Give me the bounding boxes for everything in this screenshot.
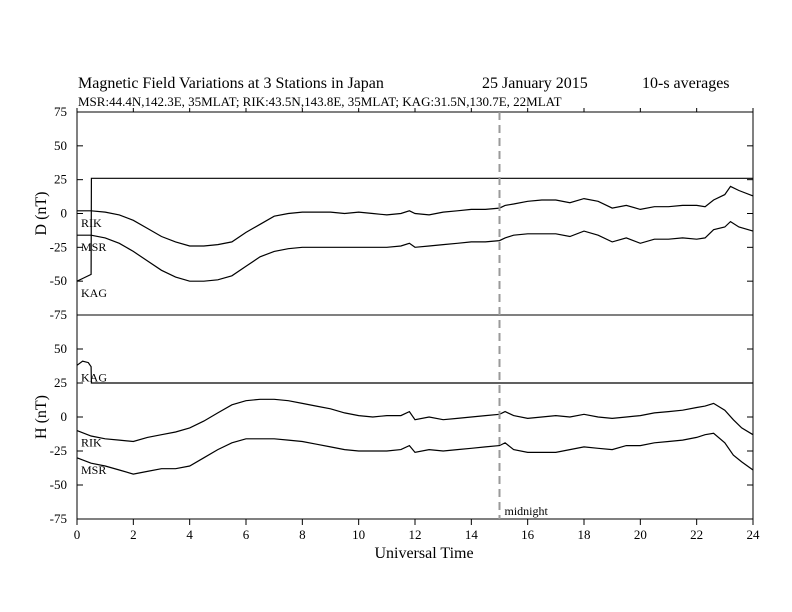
series-kag-line [76, 360, 753, 384]
series-kag-label: KAG [81, 286, 107, 300]
series-msr-label: MSR [81, 240, 106, 254]
y-tick-label: 25 [54, 172, 67, 187]
x-tick-label: 16 [521, 527, 535, 542]
y-tick-label: -75 [50, 307, 67, 322]
y-tick-label: 0 [61, 409, 68, 424]
series-kag-label: KAG [81, 370, 107, 384]
series-rik-line [76, 398, 754, 443]
x-tick-label: 14 [465, 527, 479, 542]
x-tick-label: 22 [690, 527, 703, 542]
x-tick-label: 10 [352, 527, 365, 542]
series-msr-line [77, 220, 754, 282]
x-tick-label: 12 [409, 527, 422, 542]
series-rik-line [77, 185, 754, 247]
y-tick-label: -75 [50, 511, 67, 526]
x-axis-label: Universal Time [374, 545, 473, 562]
x-tick-label: 18 [578, 527, 591, 542]
chart-averaging: 10-s averages [642, 75, 730, 92]
x-tick-label: 20 [634, 527, 647, 542]
chart-title: Magnetic Field Variations at 3 Stations … [78, 75, 384, 92]
y-tick-label: -25 [50, 443, 67, 458]
x-tick-label: 2 [130, 527, 137, 542]
midnight-label: midnight [505, 504, 549, 518]
chart-date: 25 January 2015 [482, 75, 588, 92]
x-tick-label: 8 [299, 527, 306, 542]
plot-area: 75 50 25 0 -25 -50 -75 D (nT) RIK MSR KAG 50 25 0 -25 -… [33, 104, 760, 542]
y-tick-label: 75 [54, 104, 67, 119]
y-axis-label: H (nT) [33, 395, 50, 439]
panel-frame [76, 314, 754, 520]
y-axis-label: D (nT) [33, 192, 50, 236]
series-msr-label: MSR [81, 463, 106, 477]
series-msr-line [76, 432, 754, 475]
y-tick-label: -50 [50, 477, 67, 492]
x-tick-label: 24 [747, 527, 761, 542]
y-tick-label: -50 [50, 273, 67, 288]
y-tick-label: 0 [61, 206, 68, 221]
y-tick-label: 50 [54, 138, 67, 153]
y-tick-label: -25 [50, 239, 67, 254]
station-coordinates: MSR:44.4N,142.3E, 35MLAT; RIK:43.5N,143.… [78, 94, 562, 109]
series-kag-line [76, 177, 753, 282]
series-rik-label: RIK [81, 436, 102, 450]
x-tick-label: 0 [74, 527, 81, 542]
x-tick-label: 4 [186, 527, 193, 542]
y-tick-label: 50 [54, 341, 67, 356]
y-tick-label: 25 [54, 375, 67, 390]
x-tick-label: 6 [243, 527, 250, 542]
